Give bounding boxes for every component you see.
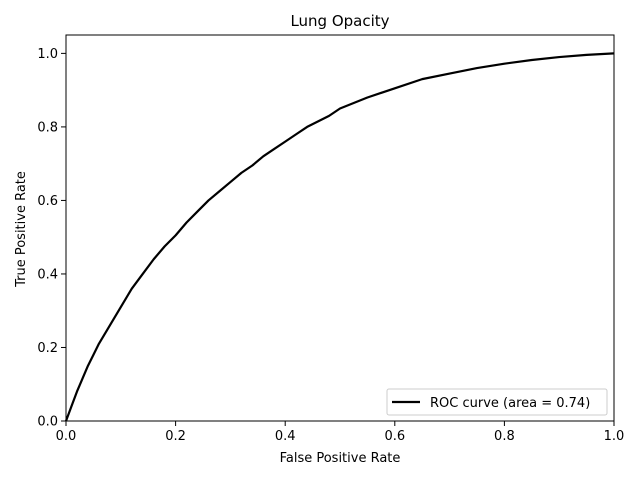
x-tick-label: 0.8 [494,429,515,444]
x-tick-label: 0.0 [56,429,77,444]
legend: ROC curve (area = 0.74) [386,388,608,416]
y-tick-label: 0.8 [37,120,58,135]
y-tick-label: 0.6 [37,194,58,209]
y-tick-label: 1.0 [37,47,58,62]
y-tick-label: 0.0 [37,415,58,430]
chart-title: Lung Opacity [290,12,389,30]
series-line-roc-curve [64,52,615,422]
x-axis-label: False Positive Rate [280,451,401,466]
y-axis-label: True Positive Rate [14,171,29,288]
x-tick-label: 0.4 [275,429,296,444]
x-axis-ticks: 0.0 0.2 0.4 0.6 0.8 1.0 [56,421,625,444]
y-tick-label: 0.2 [37,341,58,356]
x-tick-label: 0.6 [384,429,405,444]
legend-entry-roc-curve: ROC curve (area = 0.74) [430,396,590,411]
x-tick-label: 1.0 [604,429,625,444]
plot-frame [65,34,615,422]
plot-area: 0.0 0.2 0.4 0.6 0.8 1.0 0.0 0.2 0.4 0.6 0.8 1.0 [37,34,625,444]
y-axis-ticks: 0.0 0.2 0.4 0.6 0.8 1.0 [37,47,66,430]
x-tick-label: 0.2 [165,429,186,444]
y-tick-label: 0.4 [37,267,58,282]
legend-box [386,388,608,416]
